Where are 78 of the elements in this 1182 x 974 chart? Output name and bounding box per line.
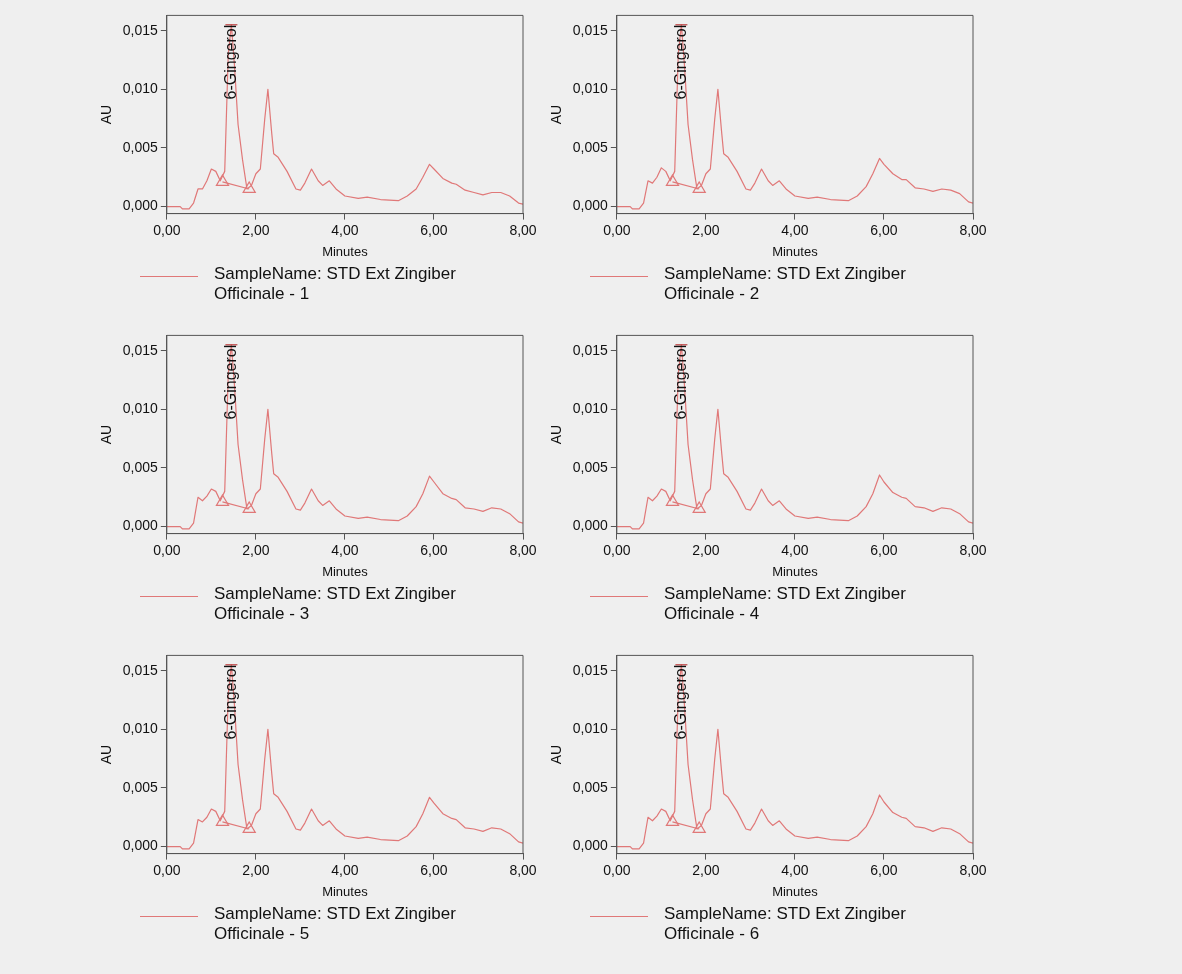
y-tick-label: 0,015 bbox=[572, 661, 609, 678]
legend-label: SampleName: STD Ext Zingiber Officinale - 5 bbox=[214, 904, 457, 944]
annotation: 6-Gingerol bbox=[221, 24, 239, 100]
x-tick-label: 0,00 bbox=[153, 541, 181, 558]
legend-label: SampleName: STD Ext Zingiber Officinale - 1 bbox=[214, 264, 457, 304]
x-tick-label: 4,00 bbox=[781, 861, 809, 878]
y-tick-label: 0,005 bbox=[122, 778, 159, 795]
y-tick-label: 0,015 bbox=[122, 341, 159, 358]
legend-label: SampleName: STD Ext Zingiber Officinale - 3 bbox=[214, 584, 457, 624]
y-tick-label: 0,015 bbox=[122, 661, 159, 678]
x-tick-label: 8,00 bbox=[959, 221, 987, 238]
annotation: 6-Gingerol bbox=[671, 24, 689, 100]
x-tick-label: 2,00 bbox=[242, 861, 270, 878]
y-axis-title: AU bbox=[98, 744, 115, 765]
annotation: 6-Gingerol bbox=[671, 664, 689, 740]
x-tick-label: 0,00 bbox=[603, 221, 631, 238]
y-tick-label: 0,000 bbox=[572, 197, 609, 214]
annotation: 6-Gingerol bbox=[221, 664, 239, 740]
x-tick-label: 0,00 bbox=[153, 861, 181, 878]
x-tick-label: 4,00 bbox=[781, 541, 809, 558]
y-tick-label: 0,010 bbox=[122, 720, 159, 737]
annotation: 6-Gingerol bbox=[221, 344, 239, 420]
x-tick-label: 2,00 bbox=[692, 541, 720, 558]
x-tick-label: 0,00 bbox=[603, 861, 631, 878]
y-axis-title: AU bbox=[98, 424, 115, 445]
y-tick-label: 0,005 bbox=[122, 138, 159, 155]
y-axis-title: AU bbox=[548, 424, 565, 445]
x-tick-label: 4,00 bbox=[331, 541, 359, 558]
y-tick-label: 0,005 bbox=[572, 778, 609, 795]
y-tick-label: 0,000 bbox=[122, 837, 159, 854]
x-tick-label: 6,00 bbox=[870, 221, 898, 238]
y-tick-label: 0,000 bbox=[572, 837, 609, 854]
annotation: 6-Gingerol bbox=[671, 344, 689, 420]
x-tick-label: 6,00 bbox=[420, 221, 448, 238]
x-tick-label: 6,00 bbox=[870, 541, 898, 558]
x-tick-label: 8,00 bbox=[509, 221, 537, 238]
x-axis-title: Minutes bbox=[772, 883, 819, 899]
y-axis-title: AU bbox=[548, 744, 565, 765]
x-tick-label: 6,00 bbox=[870, 861, 898, 878]
y-tick-label: 0,015 bbox=[572, 341, 609, 358]
x-tick-label: 8,00 bbox=[959, 861, 987, 878]
x-tick-label: 2,00 bbox=[692, 221, 720, 238]
x-tick-label: 0,00 bbox=[603, 541, 631, 558]
x-tick-label: 8,00 bbox=[509, 541, 537, 558]
y-tick-label: 0,000 bbox=[122, 517, 159, 534]
x-tick-label: 8,00 bbox=[959, 541, 987, 558]
y-tick-label: 0,005 bbox=[122, 458, 159, 475]
legend-label: SampleName: STD Ext Zingiber Officinale - 2 bbox=[664, 264, 907, 304]
x-tick-label: 2,00 bbox=[242, 541, 270, 558]
x-axis-title: Minutes bbox=[772, 563, 819, 579]
y-tick-label: 0,000 bbox=[122, 197, 159, 214]
x-tick-label: 8,00 bbox=[509, 861, 537, 878]
y-axis-title: AU bbox=[98, 104, 115, 125]
y-tick-label: 0,010 bbox=[122, 80, 159, 97]
x-axis-title: Minutes bbox=[322, 243, 369, 259]
y-tick-label: 0,010 bbox=[122, 400, 159, 417]
y-axis-title: AU bbox=[548, 104, 565, 125]
x-tick-label: 0,00 bbox=[153, 221, 181, 238]
y-tick-label: 0,005 bbox=[572, 458, 609, 475]
x-tick-label: 2,00 bbox=[692, 861, 720, 878]
y-tick-label: 0,000 bbox=[572, 517, 609, 534]
y-tick-label: 0,010 bbox=[572, 720, 609, 737]
y-tick-label: 0,010 bbox=[572, 80, 609, 97]
y-tick-label: 0,010 bbox=[572, 400, 609, 417]
y-tick-label: 0,015 bbox=[572, 21, 609, 38]
x-axis-title: Minutes bbox=[322, 563, 369, 579]
y-tick-label: 0,005 bbox=[572, 138, 609, 155]
x-tick-label: 6,00 bbox=[420, 861, 448, 878]
x-tick-label: 2,00 bbox=[242, 221, 270, 238]
x-tick-label: 4,00 bbox=[331, 861, 359, 878]
x-axis-title: Minutes bbox=[322, 883, 369, 899]
legend-label: SampleName: STD Ext Zingiber Officinale - 6 bbox=[664, 904, 907, 944]
x-axis-title: Minutes bbox=[772, 243, 819, 259]
x-tick-label: 6,00 bbox=[420, 541, 448, 558]
x-tick-label: 4,00 bbox=[331, 221, 359, 238]
x-tick-label: 4,00 bbox=[781, 221, 809, 238]
y-tick-label: 0,015 bbox=[122, 21, 159, 38]
legend-label: SampleName: STD Ext Zingiber Officinale - 4 bbox=[664, 584, 907, 624]
